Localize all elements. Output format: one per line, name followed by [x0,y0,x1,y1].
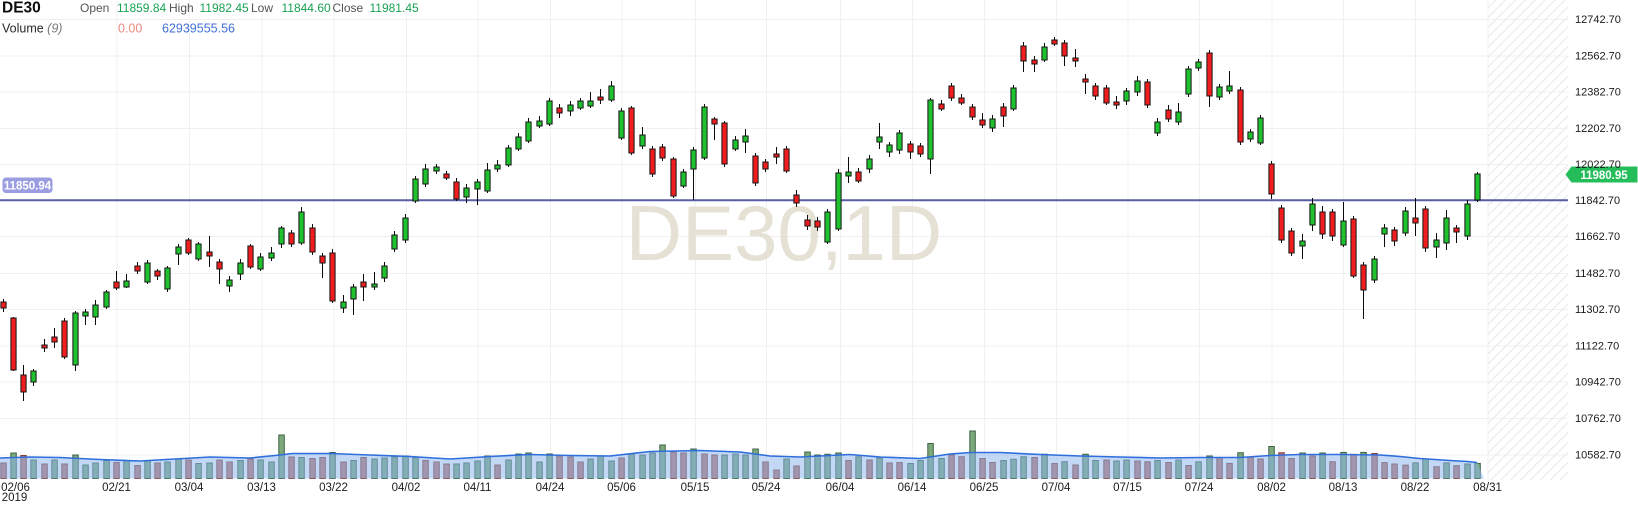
svg-text:0.00: 0.00 [118,22,142,36]
svg-text:03/22: 03/22 [319,482,348,494]
svg-text:12022.70: 12022.70 [1575,159,1621,171]
svg-text:04/11: 04/11 [464,482,492,494]
svg-text:08/02: 08/02 [1257,482,1286,494]
svg-text:06/25: 06/25 [970,482,999,494]
svg-text:06/14: 06/14 [898,482,927,494]
svg-text:08/13: 08/13 [1329,482,1358,494]
svg-text:High: High [169,1,194,15]
svg-text:Close: Close [333,1,364,15]
svg-text:07/15: 07/15 [1113,482,1142,494]
svg-text:05/24: 05/24 [752,482,781,494]
svg-text:04/24: 04/24 [536,482,565,494]
svg-text:Open: Open [80,1,109,15]
svg-text:11859.84: 11859.84 [117,1,166,15]
svg-text:11122.70: 11122.70 [1575,341,1619,353]
svg-text:12382.70: 12382.70 [1575,87,1621,99]
svg-text:Volume (9): Volume (9) [2,22,62,36]
svg-text:11850.94: 11850.94 [4,181,52,193]
svg-text:05/15: 05/15 [681,482,710,494]
svg-text:07/04: 07/04 [1042,482,1071,494]
svg-text:2019: 2019 [2,492,28,504]
svg-text:11662.70: 11662.70 [1575,231,1620,243]
svg-text:03/13: 03/13 [247,482,276,494]
svg-text:11844.60: 11844.60 [282,1,331,15]
svg-text:03/04: 03/04 [175,482,204,494]
svg-text:11302.70: 11302.70 [1575,304,1620,316]
svg-text:11982.45: 11982.45 [200,1,249,15]
svg-text:11482.70: 11482.70 [1575,268,1620,280]
svg-text:12202.70: 12202.70 [1575,123,1621,135]
svg-text:04/02: 04/02 [392,482,421,494]
svg-text:11981.45: 11981.45 [370,1,419,15]
svg-text:02/21: 02/21 [102,482,131,494]
svg-text:Low: Low [251,1,273,15]
svg-text:11980.95: 11980.95 [1580,170,1628,182]
svg-text:10942.70: 10942.70 [1575,377,1621,389]
svg-text:08/31: 08/31 [1473,482,1502,494]
svg-text:11842.70: 11842.70 [1575,195,1620,207]
svg-text:62939555.56: 62939555.56 [162,22,235,36]
svg-text:DE30: DE30 [2,0,41,17]
svg-text:12562.70: 12562.70 [1575,51,1621,63]
svg-text:05/06: 05/06 [607,482,636,494]
svg-text:07/24: 07/24 [1185,482,1214,494]
svg-text:02/06: 02/06 [1,482,30,494]
svg-text:08/22: 08/22 [1401,482,1430,494]
svg-text:10762.70: 10762.70 [1575,413,1621,425]
svg-text:06/04: 06/04 [826,482,855,494]
svg-text:10582.70: 10582.70 [1575,450,1621,462]
svg-text:12742.70: 12742.70 [1575,14,1621,26]
svg-text:DE30,1D: DE30,1D [626,189,943,277]
